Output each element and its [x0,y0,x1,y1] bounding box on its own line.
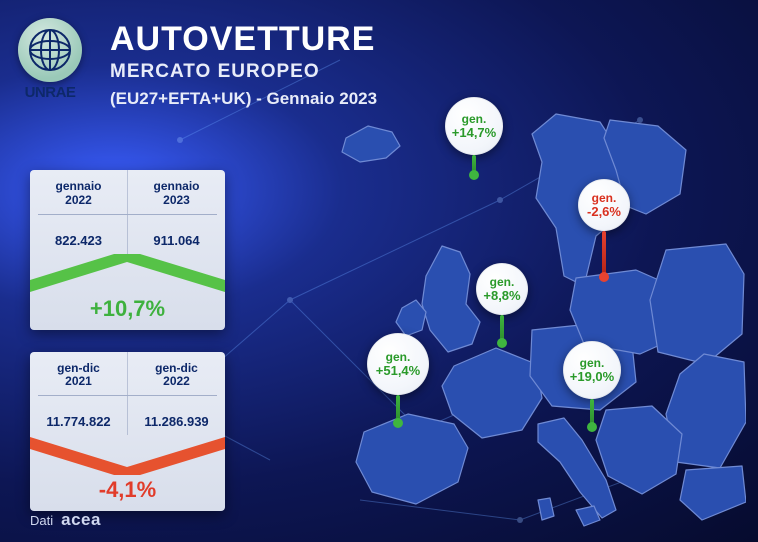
page-period: (EU27+EFTA+UK) - Gennaio 2023 [110,89,377,109]
page-title: AUTOVETTURE [110,20,377,59]
data-source: Dati acea [30,510,101,530]
pin-uk: gen.+8,8% [476,263,528,348]
pin-germany: gen.-2,6% [578,179,630,282]
summary-cards: gennaio2022 gennaio2023 822.423 911.064 … [30,170,225,511]
card-pct: +10,7% [30,294,225,330]
card-yearly: gen-dic2021 gen-dic2022 11.774.822 11.28… [30,352,225,512]
page-subtitle: MERCATO EUROPEO [110,61,377,83]
brand-block: UNRAE [18,18,82,101]
header: AUTOVETTURE MERCATO EUROPEO (EU27+EFTA+U… [110,20,377,109]
europe-map: gen.+14,7% gen.-2,6% gen.+8,8% gen.+51,4… [306,110,746,530]
pin-italy: gen.+19,0% [563,341,621,432]
brand-name: UNRAE [25,84,76,101]
card-monthly: gennaio2022 gennaio2023 822.423 911.064 … [30,170,225,330]
chevron-down-icon [30,435,225,475]
pin-norway: gen.+14,7% [445,97,503,180]
brand-logo [18,18,82,82]
pin-spain: gen.+51,4% [367,333,429,428]
card-pct: -4,1% [30,475,225,511]
chevron-up-icon [30,254,225,294]
